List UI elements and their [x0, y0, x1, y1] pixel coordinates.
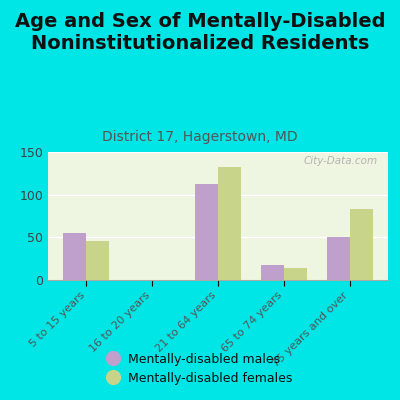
Bar: [218, 166, 241, 280]
Bar: [86, 241, 110, 280]
Text: Age and Sex of Mentally-Disabled
Noninstitutionalized Residents: Age and Sex of Mentally-Disabled Noninst…: [15, 12, 385, 53]
Bar: [326, 237, 350, 280]
Bar: [350, 209, 372, 280]
Bar: [261, 265, 284, 280]
Legend: Mentally-disabled males, Mentally-disabled females: Mentally-disabled males, Mentally-disabl…: [103, 348, 297, 390]
Bar: [195, 184, 218, 280]
Text: City-Data.com: City-Data.com: [304, 156, 378, 166]
Text: District 17, Hagerstown, MD: District 17, Hagerstown, MD: [102, 130, 298, 144]
Bar: [284, 268, 307, 280]
Bar: [64, 233, 86, 280]
